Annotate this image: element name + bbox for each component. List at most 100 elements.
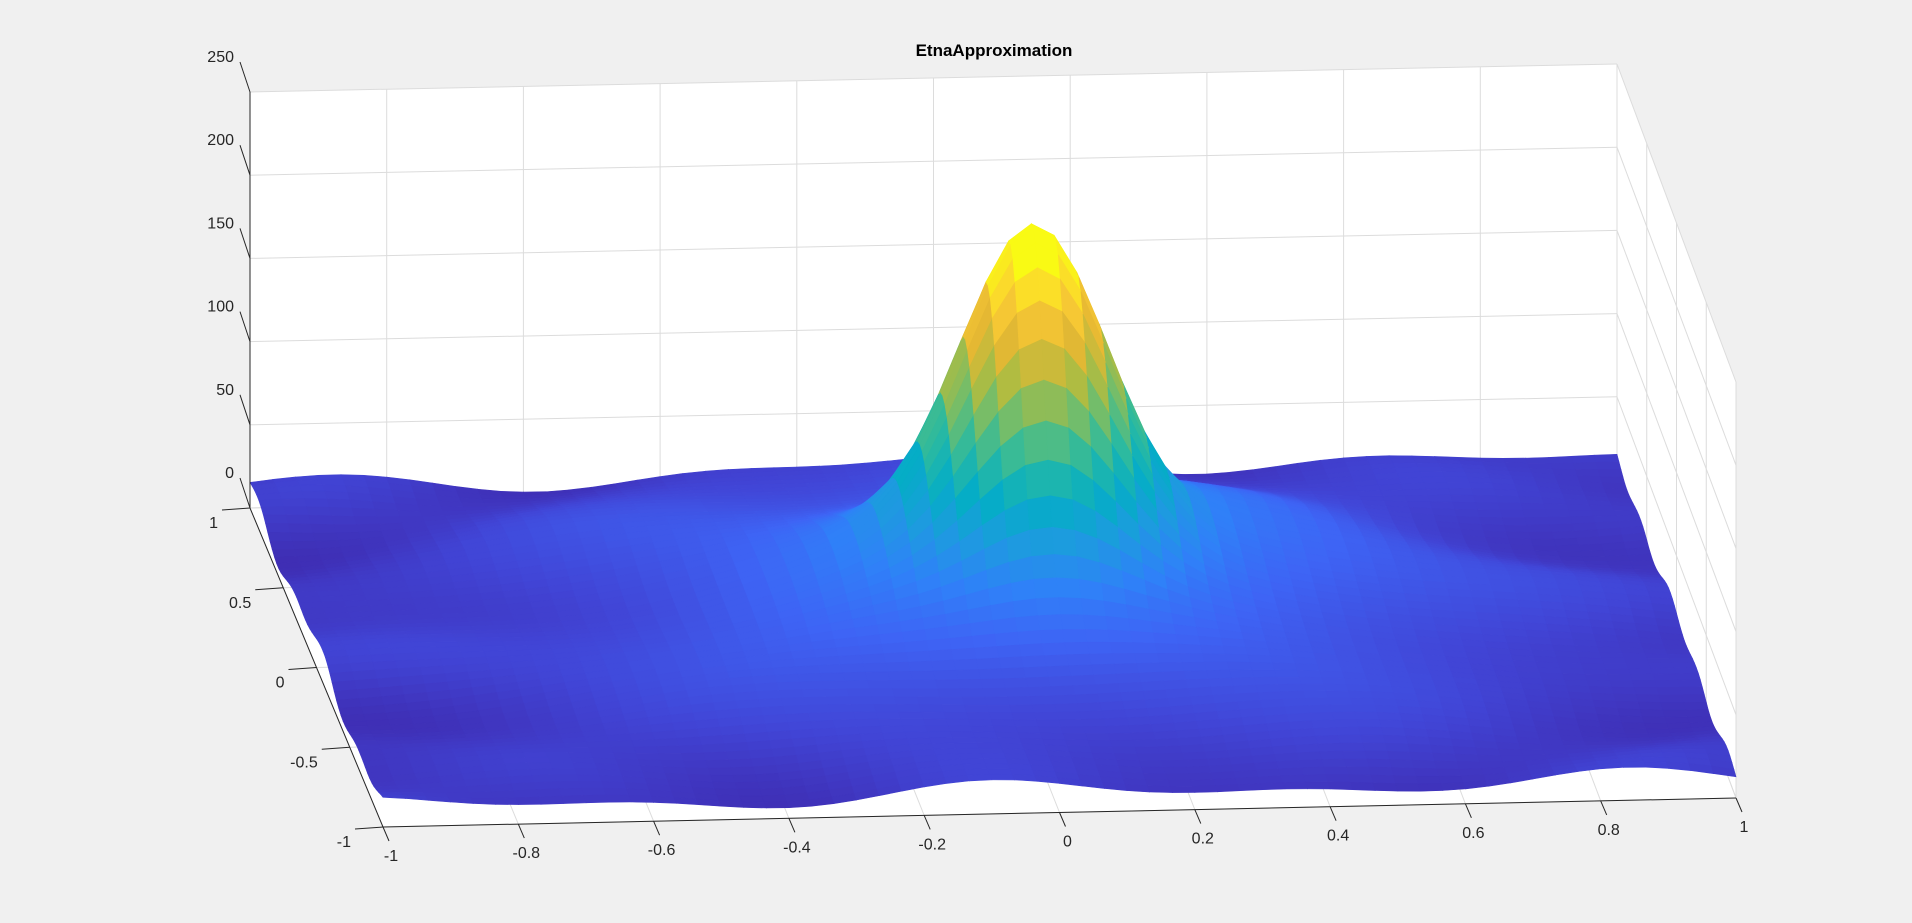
surface-patch (1541, 497, 1568, 505)
surface-patch (265, 522, 291, 534)
tick-marks: -1 -0.8 -0.6 -0.4 -0.2 0 0.2 0.4 0.6 0.8 1 -1 -0.5 0 0… (207, 49, 1748, 865)
surface-patch (1619, 715, 1645, 724)
surface-patch (1025, 459, 1051, 501)
surface-patch (1603, 663, 1629, 670)
surface-patch (1617, 708, 1643, 717)
surface-patch (267, 531, 294, 542)
surface-patch (916, 696, 943, 706)
surface-patch (631, 739, 658, 748)
surface-patch (299, 484, 326, 492)
surface-patch (855, 718, 881, 728)
surface-patch (1163, 766, 1190, 775)
surface-patch (926, 638, 953, 652)
surface-patch (1278, 683, 1304, 693)
surface-patch (1387, 750, 1413, 761)
surface-patch (1132, 739, 1159, 748)
surface-patch (906, 650, 932, 663)
surface-patch (262, 514, 289, 525)
surface-patch (1558, 662, 1584, 670)
surface-patch (1226, 661, 1253, 671)
surface-patch (351, 507, 378, 518)
surface-patch (959, 688, 986, 698)
surface-patch (830, 711, 857, 721)
surface-patch (1526, 524, 1553, 533)
surface-patch (1415, 775, 1442, 785)
surface-patch (1169, 786, 1196, 793)
surface-patch (1402, 488, 1429, 497)
surface-patch (755, 772, 781, 783)
surface-patch (1568, 509, 1594, 518)
surface-patch (1329, 704, 1356, 713)
surface-patch (724, 501, 751, 506)
surface-patch (722, 498, 749, 503)
surface-patch (1711, 765, 1737, 778)
surface-patch (1417, 783, 1444, 792)
surface-patch (992, 617, 1018, 635)
surface-patch (421, 787, 447, 794)
surface-patch (549, 762, 576, 769)
surface-patch (1421, 476, 1448, 484)
surface-patch (1309, 711, 1335, 722)
surface-patch (1609, 680, 1635, 688)
surface-patch (1091, 663, 1117, 676)
surface-patch (1247, 654, 1274, 664)
surface-patch (342, 720, 369, 727)
surface-patch (799, 680, 825, 690)
surface-patch (445, 792, 472, 799)
surface-patch (848, 696, 875, 705)
surface-patch (974, 737, 1001, 744)
surface-patch (629, 731, 655, 741)
surface-patch (468, 791, 495, 799)
surface-patch (651, 730, 678, 740)
surface-patch (1214, 784, 1241, 793)
surface-patch (937, 688, 963, 698)
surface-patch (654, 737, 680, 747)
surface-patch (1393, 775, 1419, 785)
surface-patch (956, 747, 982, 755)
surface-patch (1417, 466, 1444, 473)
surface-patch (1280, 774, 1306, 783)
y-tick-label: 0.5 (229, 595, 251, 612)
surface-patch (840, 663, 866, 674)
surface-patch (278, 491, 305, 500)
surface-patch (1020, 379, 1047, 429)
z-tick (239, 311, 251, 342)
surface-patch (842, 671, 868, 682)
surface-patch (1340, 742, 1366, 752)
surface-patch (1629, 559, 1656, 567)
x-tick (1464, 803, 1472, 818)
surface-patch (1188, 772, 1214, 781)
surface-patch (1332, 485, 1359, 492)
surface-patch (881, 642, 907, 654)
surface-patch (1669, 657, 1695, 664)
surface-patch (1108, 732, 1134, 741)
surface-patch (1566, 503, 1592, 511)
x-tick-label: -0.4 (783, 839, 811, 856)
surface-patch (456, 641, 483, 647)
surface-patch (1319, 750, 1345, 760)
surface-patch (1045, 420, 1072, 466)
surface-patch (715, 488, 742, 494)
grid-line-z-side (1616, 147, 1737, 466)
surface-patch (742, 495, 769, 500)
surface-patch (1650, 667, 1677, 675)
surface-patch (1331, 711, 1358, 721)
surface-patch (543, 747, 569, 753)
x-tick-label: 0.2 (1192, 831, 1214, 848)
surface-patch (1454, 753, 1481, 763)
surface-patch (957, 678, 984, 690)
surface-patch (801, 688, 828, 698)
surface-patch (1334, 490, 1361, 497)
surface-patch (404, 630, 431, 635)
surface-patch (932, 669, 959, 681)
x-tick (1059, 812, 1066, 827)
surface-patch (1301, 683, 1327, 692)
surface-patch (301, 490, 328, 500)
z-tick-label: 100 (207, 299, 234, 316)
surface-patch (603, 787, 630, 796)
surface-patch (427, 629, 454, 635)
surface-patch (329, 506, 355, 517)
surface-patch (346, 729, 373, 735)
surface-patch (900, 718, 927, 727)
surface-patch (1040, 732, 1066, 741)
